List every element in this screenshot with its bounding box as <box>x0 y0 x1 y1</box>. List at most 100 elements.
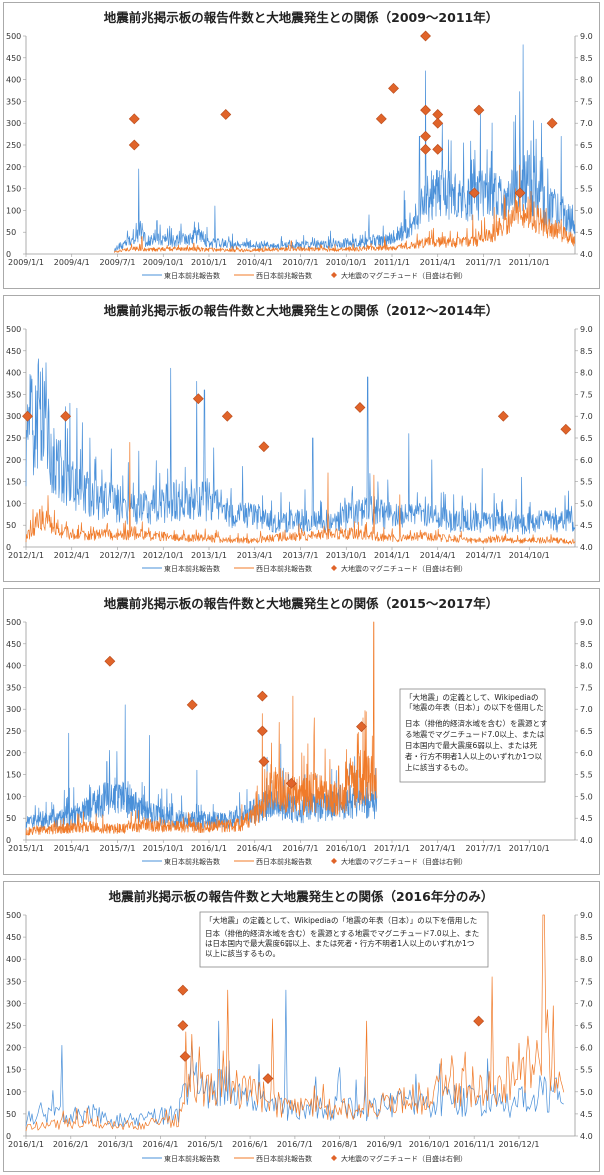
y2-tick-label: 5.5 <box>580 185 593 194</box>
x-tick-label: 2016/10/1 <box>409 1140 450 1149</box>
x-tick-label: 2017/4/1 <box>420 844 456 853</box>
x-tick-label: 2013/1/1 <box>191 551 227 560</box>
y-tick-label: 300 <box>6 999 21 1008</box>
series-line-east <box>25 358 576 535</box>
quake-marker <box>256 725 268 737</box>
y2-tick-label: 7.0 <box>580 412 593 421</box>
legend-east-label: 東日本前兆報告数 <box>164 857 220 866</box>
quake-marker <box>473 1015 485 1027</box>
y2-tick-label: 8.0 <box>580 76 593 85</box>
definition-note-line: 上に該当するもの。 <box>405 762 473 772</box>
y2-tick-label: 5.0 <box>580 206 593 215</box>
definition-note-line: 「地震の年表（日本）」の以下を借用した <box>405 702 544 712</box>
series-line-east <box>114 44 576 252</box>
series-line-west <box>25 914 565 1132</box>
y-tick-label: 350 <box>6 977 21 986</box>
y2-tick-label: 6.0 <box>580 456 593 465</box>
x-tick-label: 2010/1/1 <box>191 258 227 267</box>
y2-tick-label: 6.5 <box>580 1022 593 1031</box>
definition-note-line: 日本国内で最大震度6弱以上、または死 <box>405 740 538 750</box>
definition-note-line: 日本（排他的経済水域を含む）を震源とする地震でマグニチュード7.0以上、また <box>205 928 479 938</box>
y-tick-label: 250 <box>6 141 21 150</box>
y2-tick-label: 4.5 <box>580 1110 593 1119</box>
y2-tick-label: 7.0 <box>580 999 593 1008</box>
y-tick-label: 0 <box>6 836 11 845</box>
x-tick-label: 2016/1/1 <box>8 1140 44 1149</box>
y-tick-label: 150 <box>6 1066 21 1075</box>
quake-marker <box>354 402 366 413</box>
y-tick-label: 150 <box>6 185 21 194</box>
y2-tick-label: 4.5 <box>580 814 593 823</box>
y2-tick-label: 6.5 <box>580 434 593 443</box>
y2-tick-label: 5.5 <box>580 478 593 487</box>
definition-note-line: 日本（排他的経済水域を含む）を震源とす <box>405 718 547 728</box>
quake-marker <box>375 113 387 125</box>
chart-panel-4: 地震前兆掲示板の報告件数と大地震発生との関係（2016年分のみ） 0 4.0 50 4.… <box>3 881 600 1172</box>
y2-tick-label: 7.5 <box>580 683 593 692</box>
x-tick-label: 2013/4/1 <box>237 551 273 560</box>
x-tick-label: 2016/10/1 <box>326 844 367 853</box>
definition-note-line: 「大地震」の定義として、Wikipediaの「地震の年表（日本）」の以下を借用し… <box>205 915 477 925</box>
legend-east-label: 東日本前兆報告数 <box>164 1154 220 1163</box>
x-tick-label: 2015/10/1 <box>143 844 184 853</box>
y2-tick-label: 8.5 <box>580 347 593 356</box>
y-tick-label: 200 <box>6 456 21 465</box>
chart-3: 地震前兆掲示板の報告件数と大地震発生との関係（2015〜2017年） 0 4.0 50… <box>6 596 593 866</box>
quake-marker <box>177 984 189 996</box>
x-tick-label: 2012/7/1 <box>100 551 136 560</box>
y2-tick-label: 5.5 <box>580 771 593 780</box>
chart-panel-2: 地震前兆掲示板の報告件数と大地震発生との関係（2012〜2014年） 0 4.0 50… <box>3 295 600 582</box>
y2-tick-label: 6.0 <box>580 163 593 172</box>
x-tick-label: 2015/1/1 <box>8 844 44 853</box>
quake-marker <box>104 655 116 667</box>
y-tick-label: 100 <box>6 1088 21 1097</box>
quake-marker <box>220 109 232 120</box>
y2-tick-label: 5.5 <box>580 1066 593 1075</box>
y2-tick-label: 8.0 <box>580 662 593 671</box>
y2-tick-label: 9.0 <box>580 911 593 920</box>
y-tick-label: 300 <box>6 412 21 421</box>
y-tick-label: 250 <box>6 727 21 736</box>
y-tick-label: 350 <box>6 683 21 692</box>
y-tick-label: 500 <box>6 911 21 920</box>
x-tick-label: 2016/11/1 <box>454 1140 495 1149</box>
y2-tick-label: 8.5 <box>580 640 593 649</box>
y-tick-label: 450 <box>6 54 21 63</box>
legend-quake-label: 大地震のマグニチュード（目盛は右側） <box>341 271 467 280</box>
x-tick-label: 2010/10/1 <box>326 258 367 267</box>
y2-tick-label: 9.0 <box>580 618 593 627</box>
x-tick-label: 2014/4/1 <box>420 551 456 560</box>
x-tick-label: 2016/5/1 <box>187 1140 223 1149</box>
x-tick-label: 2015/7/1 <box>100 844 136 853</box>
x-tick-label: 2009/10/1 <box>143 258 184 267</box>
y-tick-label: 500 <box>6 618 21 627</box>
y-tick-label: 200 <box>6 749 21 758</box>
x-tick-label: 2012/10/1 <box>143 551 184 560</box>
x-tick-label: 2016/8/1 <box>322 1140 358 1149</box>
y-tick-label: 200 <box>6 1044 21 1053</box>
y2-tick-label: 6.0 <box>580 1044 593 1053</box>
y-tick-label: 450 <box>6 933 21 942</box>
y2-tick-label: 4.5 <box>580 521 593 530</box>
y-tick-label: 200 <box>6 163 21 172</box>
y-tick-label: 250 <box>6 1022 21 1031</box>
x-tick-label: 2014/10/1 <box>509 551 550 560</box>
y-tick-label: 450 <box>6 640 21 649</box>
y-tick-label: 350 <box>6 390 21 399</box>
x-tick-label: 2016/7/1 <box>283 844 319 853</box>
legend-quake-label: 大地震のマグニチュード（目盛は右側） <box>341 1154 467 1163</box>
quake-marker <box>221 410 233 422</box>
series-line-east <box>25 989 564 1128</box>
legend-west-label: 西日本前兆報告数 <box>256 564 312 573</box>
y-tick-label: 100 <box>6 206 21 215</box>
y2-tick-label: 4.0 <box>580 543 593 552</box>
chart-panel-3: 地震前兆掲示板の報告件数と大地震発生との関係（2015〜2017年） 0 4.0 50… <box>3 588 600 875</box>
definition-note-line: 以上に該当するもの。 <box>205 948 280 958</box>
legend-quake-swatch <box>331 1155 337 1161</box>
y-tick-label: 400 <box>6 662 21 671</box>
definition-note-line: る地震でマグニチュード7.0以上、または <box>405 729 545 739</box>
quake-marker <box>497 410 509 422</box>
y2-tick-label: 4.0 <box>580 250 593 259</box>
quake-marker <box>60 410 72 422</box>
x-tick-label: 2015/4/1 <box>54 844 90 853</box>
